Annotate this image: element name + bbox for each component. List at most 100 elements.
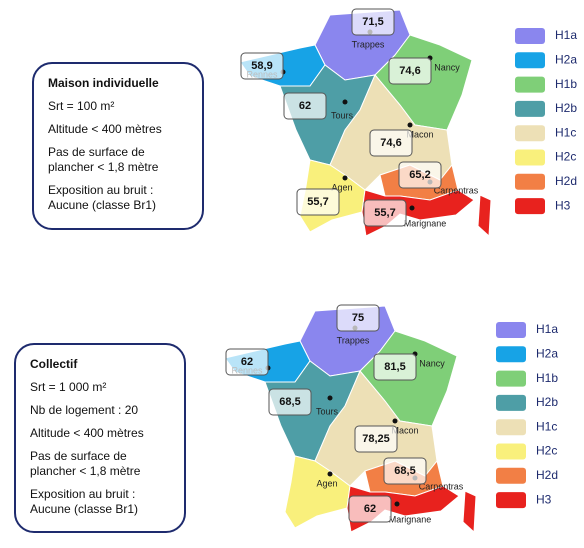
value-box — [388, 57, 432, 85]
value-label: 55,7 — [307, 196, 328, 208]
legend-label: H2d — [536, 468, 558, 482]
value-box — [398, 161, 442, 189]
info-line: Srt = 1 000 m² — [30, 380, 107, 394]
city-name: Agen — [331, 182, 352, 192]
legend-label: H1b — [555, 77, 577, 91]
legend-label: H3 — [536, 492, 552, 506]
legend-label: H2b — [555, 101, 577, 115]
city-name: Carpentras — [419, 481, 464, 491]
city-dot — [327, 471, 333, 477]
info-title: Maison individuelle — [48, 76, 159, 90]
info-line: Pas de surface de plancher < 1,8 mètre — [30, 449, 141, 478]
legend-swatch — [515, 100, 545, 117]
city-name: Marignane — [404, 218, 447, 228]
legend-label: H2b — [536, 395, 558, 409]
legend-swatch — [496, 419, 526, 436]
city-name: Trappes — [337, 335, 370, 345]
value-box — [348, 495, 392, 523]
value-label: 78,25 — [362, 433, 390, 445]
legend-label: H2a — [555, 52, 577, 66]
city-name: Macon — [406, 129, 433, 139]
city-name: Nancy — [434, 62, 460, 72]
value-label: 74,6 — [399, 65, 420, 77]
legend-swatch — [496, 467, 526, 484]
city-name: Marignane — [389, 514, 432, 524]
climate-zone — [284, 455, 351, 529]
legend-label: H2c — [536, 444, 557, 458]
value-label: 62 — [364, 503, 376, 515]
value-label: 71,5 — [362, 16, 383, 28]
value-label: 68,5 — [279, 396, 300, 408]
legend-label: H2d — [555, 174, 577, 188]
city-name: Carpentras — [434, 185, 479, 195]
value-box — [283, 92, 327, 120]
legend-label: H3 — [555, 198, 571, 212]
value-box — [296, 188, 340, 216]
info-line: Pas de surface de plancher < 1,8 mètre — [48, 145, 159, 174]
value-label: 81,5 — [384, 361, 405, 373]
legend-swatch — [515, 76, 545, 93]
legend-label: H1a — [536, 322, 558, 336]
value-box — [369, 129, 413, 157]
value-label: 58,9 — [251, 60, 272, 72]
value-box — [373, 353, 417, 381]
city-dot — [407, 122, 413, 128]
city-name: Agen — [316, 478, 337, 488]
city-dot — [342, 175, 348, 181]
value-label: 75 — [352, 312, 364, 324]
legend-swatch — [496, 492, 526, 509]
legend-swatch — [496, 394, 526, 411]
value-box — [240, 52, 284, 80]
legend-swatch — [515, 28, 545, 44]
value-label: 62 — [241, 356, 253, 368]
info-title: Collectif — [30, 357, 78, 371]
legend-swatch — [496, 443, 526, 460]
value-box — [225, 348, 269, 376]
city-dot — [392, 418, 398, 424]
climate-zone — [477, 194, 492, 238]
legend-label: H2c — [555, 150, 576, 164]
info-line: Altitude < 400 mètres — [30, 426, 144, 440]
legend-label: H2a — [536, 346, 558, 360]
value-label: 55,7 — [374, 207, 395, 219]
city-dot — [327, 395, 333, 401]
legend-swatch — [515, 173, 545, 190]
legend-swatch — [515, 198, 545, 215]
info-box: Collectif Srt = 1 000 m² Nb de logement : … — [14, 343, 186, 533]
value-label: 65,2 — [409, 169, 430, 181]
value-box — [268, 388, 312, 416]
legend-label: H1a — [555, 28, 577, 42]
info-line: Exposition au bruit : Aucune (classe Br1… — [30, 487, 139, 516]
legend-swatch — [515, 52, 545, 69]
legend-swatch — [496, 370, 526, 387]
city-name: Nancy — [419, 358, 445, 368]
legend-label: H1c — [536, 419, 557, 433]
value-box — [383, 457, 427, 485]
city-name: Trappes — [352, 39, 385, 49]
value-label: 74,6 — [380, 137, 401, 149]
info-line: Altitude < 400 mètres — [48, 122, 162, 136]
city-dot — [342, 99, 348, 105]
value-box — [351, 8, 395, 36]
legend-swatch — [496, 322, 526, 338]
info-box: Maison individuelle Srt = 100 m² Altitude … — [32, 62, 204, 230]
france-map: Trappes71,5Rennes58,9Nancy74,6Tours62Mac… — [239, 8, 492, 238]
city-name: Macon — [391, 425, 418, 435]
value-box — [336, 304, 380, 332]
info-line: Srt = 100 m² — [48, 99, 115, 113]
climate-zone — [462, 490, 477, 534]
city-name: Tours — [331, 110, 354, 120]
legend-label: H1c — [555, 125, 576, 139]
value-label: 62 — [299, 100, 311, 112]
legend-swatch — [496, 346, 526, 363]
city-dot — [409, 205, 415, 211]
city-name: Tours — [316, 406, 339, 416]
legend-swatch — [515, 125, 545, 142]
city-dot — [394, 501, 400, 507]
value-label: 68,5 — [394, 465, 415, 477]
info-line: Exposition au bruit : Aucune (classe Br1… — [48, 183, 157, 212]
france-map: Trappes75Rennes62Nancy81,5Tours68,5Macon… — [224, 304, 477, 534]
info-line: Nb de logement : 20 — [30, 403, 139, 417]
